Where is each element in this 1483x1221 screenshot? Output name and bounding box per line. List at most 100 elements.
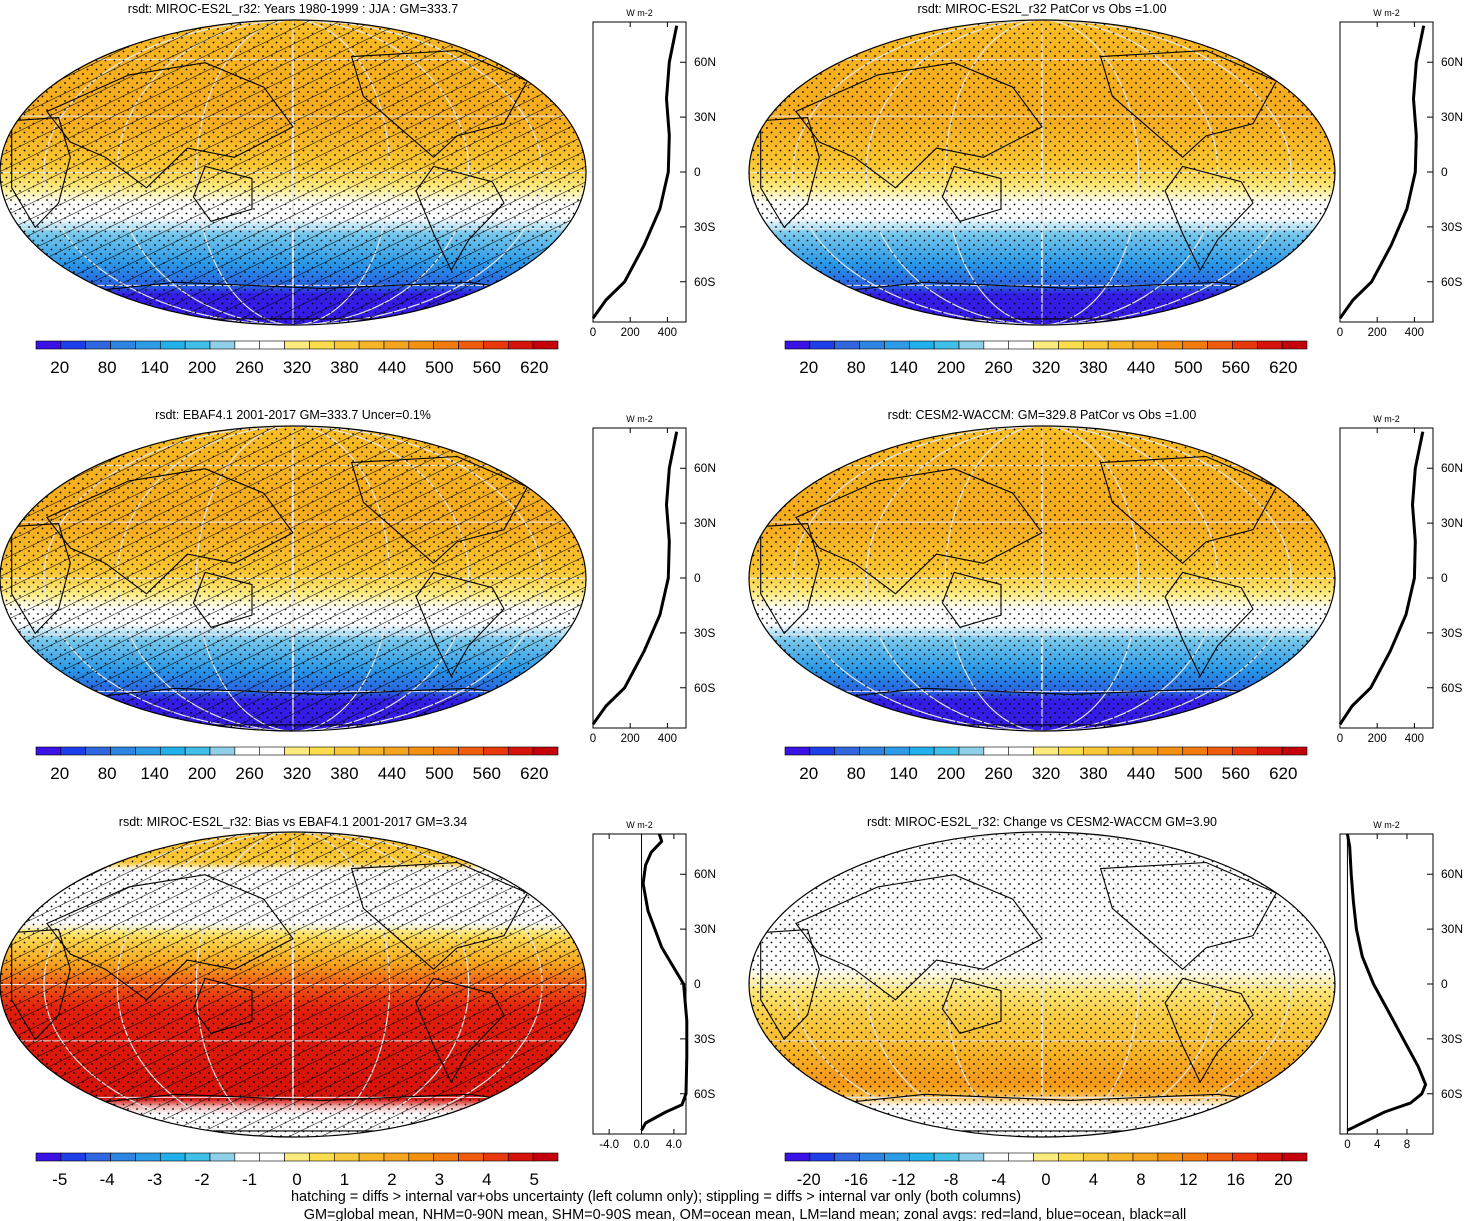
- colorbar-tick-label: 440: [378, 764, 406, 783]
- colorbar-tick-label: 20: [799, 764, 818, 783]
- zonal-mean-curve: [640, 833, 689, 1132]
- colorbar-tick-label: 560: [473, 764, 501, 783]
- zonal-x-tick-label: 200: [621, 733, 640, 745]
- colorbar-box: [458, 746, 484, 756]
- colorbar-box: [259, 746, 285, 756]
- colorbar-box: [859, 746, 885, 756]
- colorbar-tick-label: -5: [52, 1170, 67, 1189]
- colorbar-tick-label: 260: [235, 764, 263, 783]
- colorbar-box: [259, 1152, 285, 1162]
- colorbar-box: [135, 746, 161, 756]
- zonal-lat-label: 30N: [1441, 110, 1463, 124]
- colorbar-tick-label: 320: [283, 764, 311, 783]
- footer-line-1: hatching = diffs > internal var+obs unce…: [291, 1189, 1021, 1205]
- map-border: [748, 425, 1336, 732]
- stippling-overlay: [749, 20, 1335, 325]
- colorbar-box: [284, 1152, 310, 1162]
- panel-2: rsdt: MIROC-ES2L_r32 PatCor vs Obs =1.00…: [748, 2, 1463, 377]
- zonal-mean-panel: W m-2 0 200 400 60N 30N 0 30S 60S: [1337, 8, 1463, 339]
- colorbar-box: [834, 746, 860, 756]
- panel-4: rsdt: CESM2-WACCM: GM=329.8 PatCor vs Ob…: [748, 408, 1463, 783]
- colorbar-box: [1207, 746, 1233, 756]
- colorbar-box: [532, 746, 559, 756]
- zonal-mean-panel: W m-2 0 200 400 60N 30N 0 30S 60S: [590, 414, 716, 745]
- colorbar-box: [383, 1152, 410, 1162]
- zonal-x-tick-label: 0.0: [634, 1139, 650, 1151]
- colorbar-box: [908, 1152, 935, 1162]
- zonal-mean-curve: [591, 431, 679, 726]
- map: [0, 19, 587, 326]
- colorbar-box: [933, 340, 960, 350]
- zonal-x-tick-label: 0: [1337, 733, 1343, 745]
- colorbar-box: [110, 340, 136, 350]
- colorbar-tick-label: 260: [235, 358, 263, 377]
- zonal-unit-label: W m-2: [1373, 414, 1400, 424]
- colorbar-box: [309, 340, 335, 350]
- zonal-lat-label: 0: [694, 977, 701, 991]
- colorbar-box: [85, 746, 111, 756]
- zonal-x-tick-label: 0: [590, 733, 596, 745]
- zonal-lat-label: 60N: [1441, 461, 1463, 475]
- colorbar-box: [1008, 746, 1034, 756]
- colorbar-box: [1232, 340, 1258, 350]
- colorbar-tick-label: 320: [1032, 358, 1060, 377]
- panel-title: rsdt: MIROC-ES2L_r32 PatCor vs Obs =1.00: [917, 2, 1166, 16]
- zonal-lat-label: 60N: [694, 867, 716, 881]
- colorbar-box: [159, 1152, 186, 1162]
- zonal-x-tick-label: 0: [590, 327, 596, 339]
- colorbar-box: [1107, 746, 1134, 756]
- colorbar-box: [433, 340, 459, 350]
- zonal-frame: [592, 21, 687, 323]
- colorbar-tick-label: 440: [378, 358, 406, 377]
- colorbar-box: [507, 340, 534, 350]
- map: [0, 425, 587, 732]
- zonal-lat-label: 60S: [1441, 681, 1462, 695]
- zonal-x-tick-label: 200: [1368, 733, 1387, 745]
- colorbar-box: [983, 746, 1010, 756]
- colorbar-box: [358, 1152, 385, 1162]
- colorbar-box: [809, 1152, 836, 1162]
- colorbar-box: [1058, 340, 1084, 350]
- stippling-overlay: [0, 20, 586, 325]
- zonal-mean-curve: [591, 25, 679, 320]
- zonal-unit-label: W m-2: [626, 820, 653, 830]
- colorbar-box: [1132, 1152, 1159, 1162]
- colorbar-box: [159, 746, 186, 756]
- map: [748, 831, 1336, 1138]
- colorbar-tick-label: 560: [473, 358, 501, 377]
- panel-5: rsdt: MIROC-ES2L_r32: Bias vs EBAF4.1 20…: [0, 815, 716, 1189]
- colorbar-box: [507, 746, 534, 756]
- colorbar-box: [1207, 340, 1233, 350]
- map-border: [748, 831, 1336, 1138]
- map: [748, 19, 1336, 326]
- colorbar-tick-label: 140: [140, 764, 168, 783]
- colorbar-box: [408, 746, 435, 756]
- stippling-overlay: [0, 426, 586, 731]
- colorbar-box: [1008, 340, 1034, 350]
- colorbar-box: [483, 340, 509, 350]
- zonal-lat-label: 30N: [694, 922, 716, 936]
- colorbar-box: [834, 340, 860, 350]
- colorbar-tick-label: -20: [797, 1171, 821, 1189]
- colorbar-box: [908, 340, 935, 350]
- colorbar-tick-label: 80: [98, 358, 117, 377]
- zonal-unit-label: W m-2: [1373, 820, 1400, 830]
- colorbar-box: [483, 1152, 509, 1162]
- zonal-unit-label: W m-2: [626, 8, 653, 18]
- colorbar-tick-label: 0: [1041, 1171, 1050, 1189]
- zonal-lat-label: 30N: [694, 516, 716, 530]
- colorbar-tick-label: 260: [984, 358, 1012, 377]
- zonal-x-tick-label: 4.0: [666, 1139, 682, 1151]
- zonal-unit-label: W m-2: [1373, 8, 1400, 18]
- zonal-lat-label: 30N: [694, 110, 716, 124]
- colorbar-box: [333, 340, 360, 350]
- colorbar-box: [1033, 746, 1059, 756]
- colorbar-tick-label: 20: [1274, 1171, 1292, 1189]
- colorbar: 20 80 140 200 260 320 380 440 500 560 620: [784, 746, 1308, 783]
- colorbar-box: [1182, 340, 1208, 350]
- colorbar-box: [1232, 1152, 1258, 1162]
- zonal-lat-label: 30S: [694, 220, 715, 234]
- panel-title: rsdt: MIROC-ES2L_r32: Years 1980-1999 : …: [128, 2, 458, 16]
- colorbar-box: [85, 1152, 111, 1162]
- colorbar-box: [884, 340, 910, 350]
